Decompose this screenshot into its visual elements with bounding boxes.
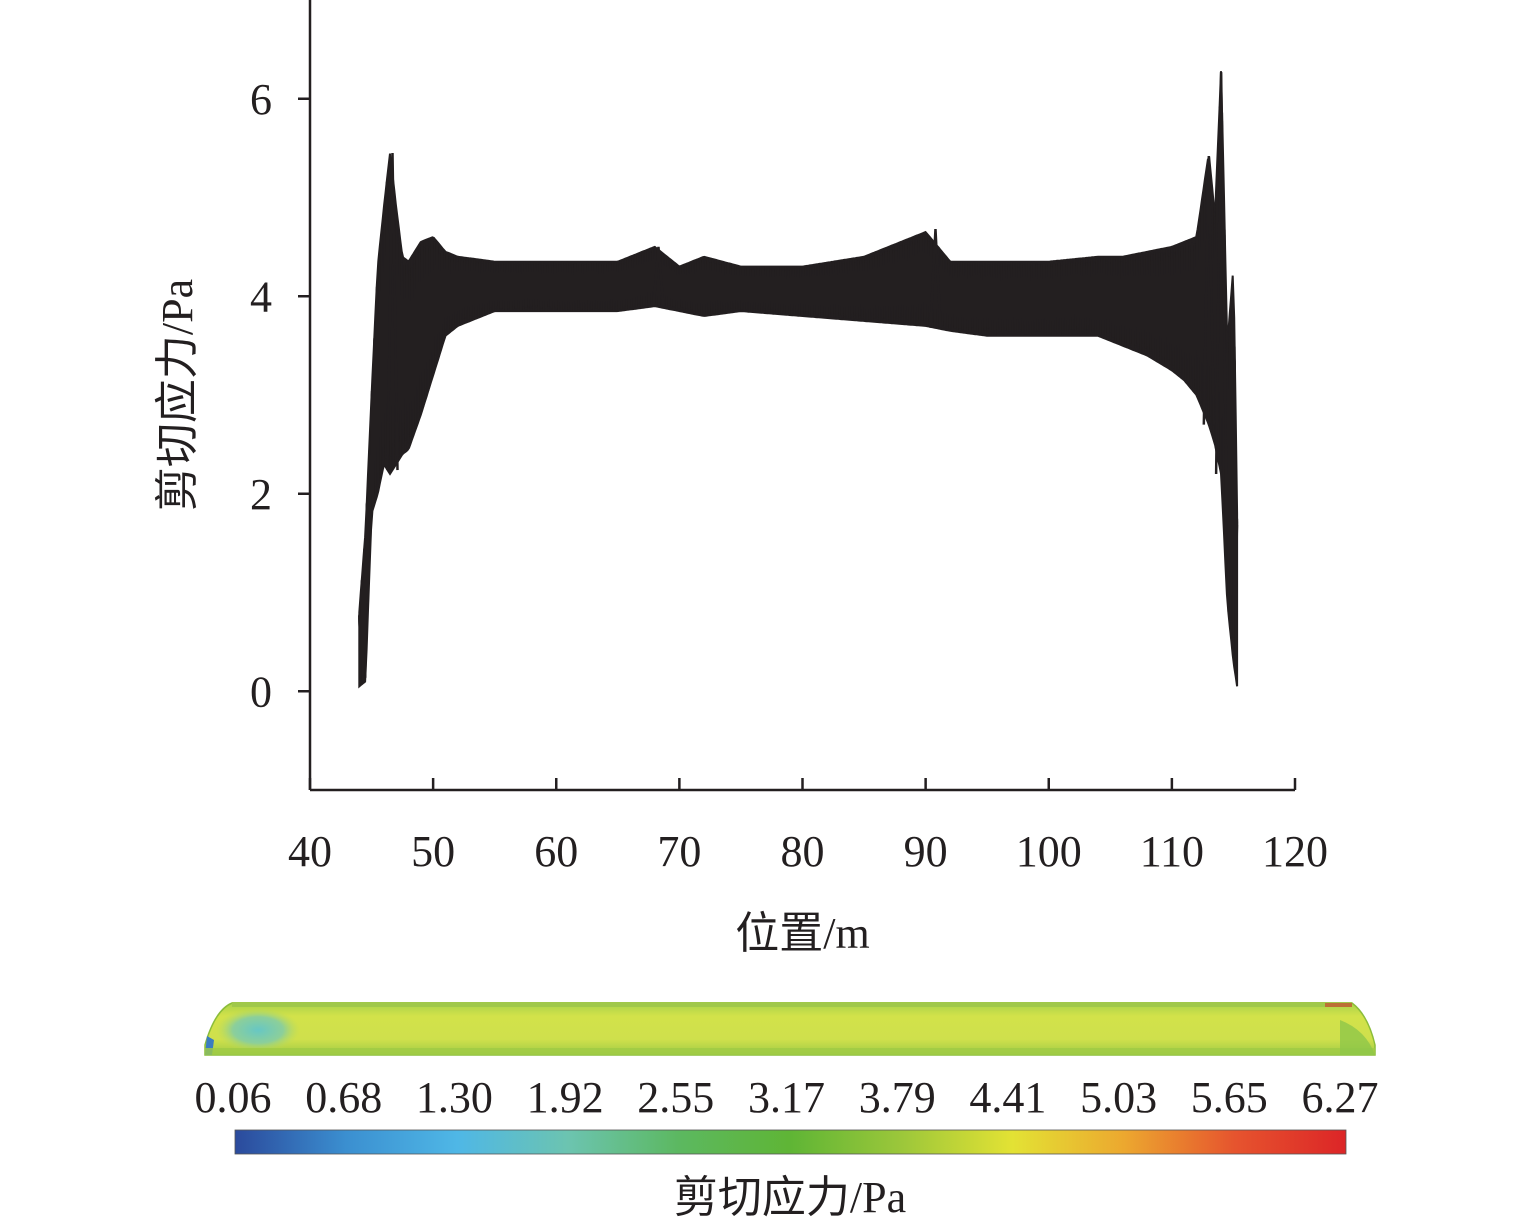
- peak-spike: [652, 246, 665, 307]
- x-tick-label: 90: [904, 827, 948, 876]
- series-line: [358, 127, 1239, 682]
- peak-spike: [386, 153, 399, 471]
- peak-spike: [929, 229, 942, 328]
- colorbar-label: 1.92: [527, 1073, 604, 1122]
- y-tick-label: 6: [250, 75, 272, 124]
- contour-red-edge: [1325, 1003, 1352, 1007]
- series-line: [358, 109, 1239, 682]
- peak-spike: [1202, 156, 1216, 425]
- data-layer: [358, 71, 1239, 689]
- colorbar-label: 4.41: [969, 1073, 1046, 1122]
- series-line: [358, 111, 1239, 681]
- y-tick-label: 0: [250, 667, 272, 716]
- shear-stress-contour: [204, 1002, 1376, 1056]
- colorbar-label: 3.17: [748, 1073, 825, 1122]
- y-tick-label: 2: [250, 470, 272, 519]
- shear-stress-band: [358, 71, 1239, 689]
- contour-cold-spot: [216, 1008, 300, 1052]
- colorbar-label: 5.65: [1191, 1073, 1268, 1122]
- x-ticks: 40 50 60 70 80 90 100 110 120: [288, 778, 1328, 876]
- series-line: [358, 112, 1239, 685]
- y-tick-label: 4: [250, 272, 272, 321]
- colorbar-labels: 0.06 0.68 1.30 1.92 2.55 3.17 3.79 4.41 5.03 5.65…: [195, 1073, 1379, 1122]
- colorbar-label: 3.79: [859, 1073, 936, 1122]
- colorbar-label: 0.68: [305, 1073, 382, 1122]
- x-tick-label: 50: [411, 827, 455, 876]
- contour-top-edge: [232, 1002, 1352, 1007]
- contour-bottom-band: [205, 1048, 1375, 1055]
- colorbar-label: 2.55: [637, 1073, 714, 1122]
- contour-right-end: [1340, 1020, 1375, 1055]
- x-tick-label: 40: [288, 827, 332, 876]
- colorbar-label: 6.27: [1302, 1073, 1379, 1122]
- x-tick-label: 110: [1140, 827, 1204, 876]
- colorbar-label: 1.30: [416, 1073, 493, 1122]
- x-tick-label: 80: [781, 827, 825, 876]
- series-line: [358, 106, 1239, 682]
- series-line: [358, 124, 1239, 679]
- x-axis-title: 位置/m: [735, 909, 869, 958]
- contour-shape: [204, 1002, 1376, 1056]
- colorbar: 0.06 0.68 1.30 1.92 2.55 3.17 3.79 4.41 5.03 5.65…: [195, 1073, 1379, 1222]
- y-ticks: 0 2 4 6: [250, 75, 310, 716]
- colorbar-title: 剪切应力/Pa: [674, 1173, 906, 1222]
- x-tick-label: 120: [1262, 827, 1328, 876]
- x-tick-label: 60: [534, 827, 578, 876]
- y-axis-title: 剪切应力/Pa: [153, 279, 202, 511]
- x-tick-label: 70: [657, 827, 701, 876]
- x-tick-label: 100: [1016, 827, 1082, 876]
- colorbar-label: 5.03: [1080, 1073, 1157, 1122]
- peak-spike: [1214, 72, 1228, 475]
- colorbar-strip: [234, 1129, 1347, 1155]
- line-plot: 40 50 60 70 80 90 100 110 120 0 2 4 6 位置/m 剪切应力/Pa: [153, 0, 1328, 958]
- colorbar-label: 0.06: [195, 1073, 272, 1122]
